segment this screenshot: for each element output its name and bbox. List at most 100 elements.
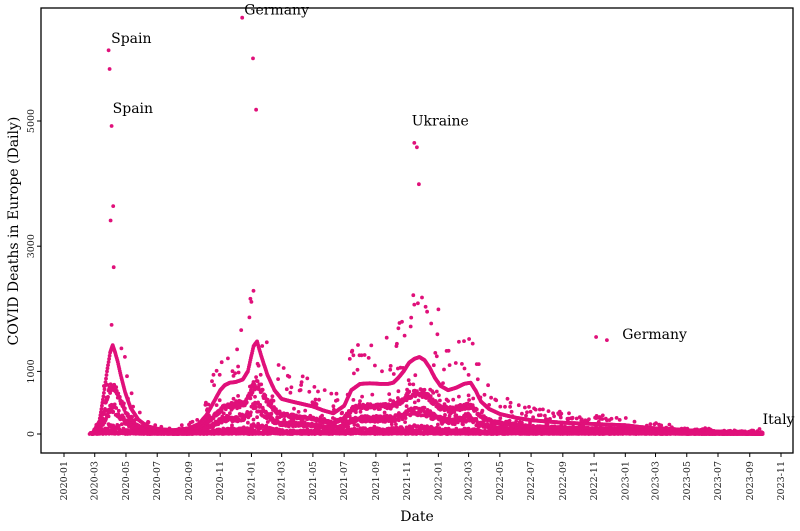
data-point [380, 369, 384, 374]
data-point [509, 409, 514, 414]
data-point [416, 301, 420, 306]
data-point [228, 411, 232, 416]
data-point [289, 385, 294, 390]
data-point [538, 413, 543, 417]
data-point [305, 376, 310, 381]
data-point [233, 371, 238, 376]
data-point [457, 394, 461, 399]
data-point [109, 323, 114, 327]
data-point [276, 363, 281, 367]
data-point [106, 395, 110, 399]
data-point [441, 381, 445, 385]
data-point [217, 372, 222, 377]
data-point [251, 288, 256, 293]
data-point [114, 406, 119, 410]
data-point [494, 398, 499, 403]
data-point [329, 391, 334, 396]
data-point [313, 397, 318, 402]
data-point [443, 413, 447, 417]
data-point [407, 382, 412, 386]
data-point [322, 388, 327, 392]
data-point [362, 353, 367, 357]
data-point [416, 398, 421, 403]
data-point [105, 366, 110, 371]
data-point [106, 360, 111, 364]
data-point [129, 391, 134, 396]
data-point [123, 355, 127, 359]
data-point [316, 389, 320, 394]
data-point [498, 416, 503, 421]
data-point [470, 341, 475, 346]
data-point [437, 393, 441, 398]
data-point [476, 362, 481, 366]
data-point [284, 387, 289, 392]
data-point [413, 373, 418, 378]
data-point [434, 389, 439, 394]
data-point [397, 418, 401, 423]
data-point [384, 335, 389, 340]
data-point [247, 315, 252, 320]
data-point [541, 407, 545, 412]
data-point [340, 410, 344, 415]
data-point [527, 405, 531, 409]
data-point [391, 372, 396, 376]
data-point [102, 387, 107, 392]
data-point [395, 341, 399, 346]
data-point [112, 402, 117, 407]
data-point [248, 296, 253, 301]
data-point [403, 416, 408, 420]
data-point [217, 398, 222, 403]
data-point [351, 398, 356, 402]
data-point [260, 387, 265, 392]
data-point [373, 363, 377, 368]
data-point [307, 389, 312, 394]
data-point [467, 337, 471, 341]
data-point [474, 407, 479, 412]
data-point [369, 343, 374, 348]
data-point [446, 348, 451, 353]
data-point [524, 413, 528, 418]
data-point [258, 403, 263, 407]
data-point [190, 419, 195, 424]
data-point [122, 401, 126, 406]
data-point [111, 409, 116, 414]
data-point [211, 372, 216, 377]
data-point [102, 391, 106, 395]
data-point [467, 398, 471, 402]
data-point [114, 385, 119, 390]
data-point [508, 400, 513, 405]
data-point [299, 380, 304, 384]
data-point [210, 379, 214, 384]
data-point [559, 411, 564, 416]
data-point [388, 364, 393, 368]
data-point [259, 382, 264, 387]
data-point [230, 369, 235, 374]
data-point [431, 363, 436, 368]
data-point [558, 415, 563, 420]
data-point [314, 402, 319, 407]
data-point [236, 394, 241, 398]
data-point [317, 397, 321, 402]
data-point [435, 332, 440, 337]
data-point [246, 420, 250, 425]
data-point [525, 410, 529, 415]
data-point [214, 368, 219, 373]
data-point [298, 388, 303, 392]
data-point [543, 413, 547, 418]
data-point [400, 319, 404, 324]
data-point [276, 377, 280, 381]
data-point [406, 378, 411, 383]
data-point [214, 403, 219, 407]
data-point [422, 405, 427, 410]
data-point [334, 391, 339, 396]
data-point [331, 404, 336, 409]
data-point [428, 394, 433, 398]
data-point [508, 404, 512, 409]
data-point [422, 387, 427, 392]
data-point [107, 353, 112, 358]
data-point [235, 347, 240, 352]
data-point [471, 396, 476, 401]
data-point [292, 406, 296, 411]
data-point [438, 398, 442, 403]
